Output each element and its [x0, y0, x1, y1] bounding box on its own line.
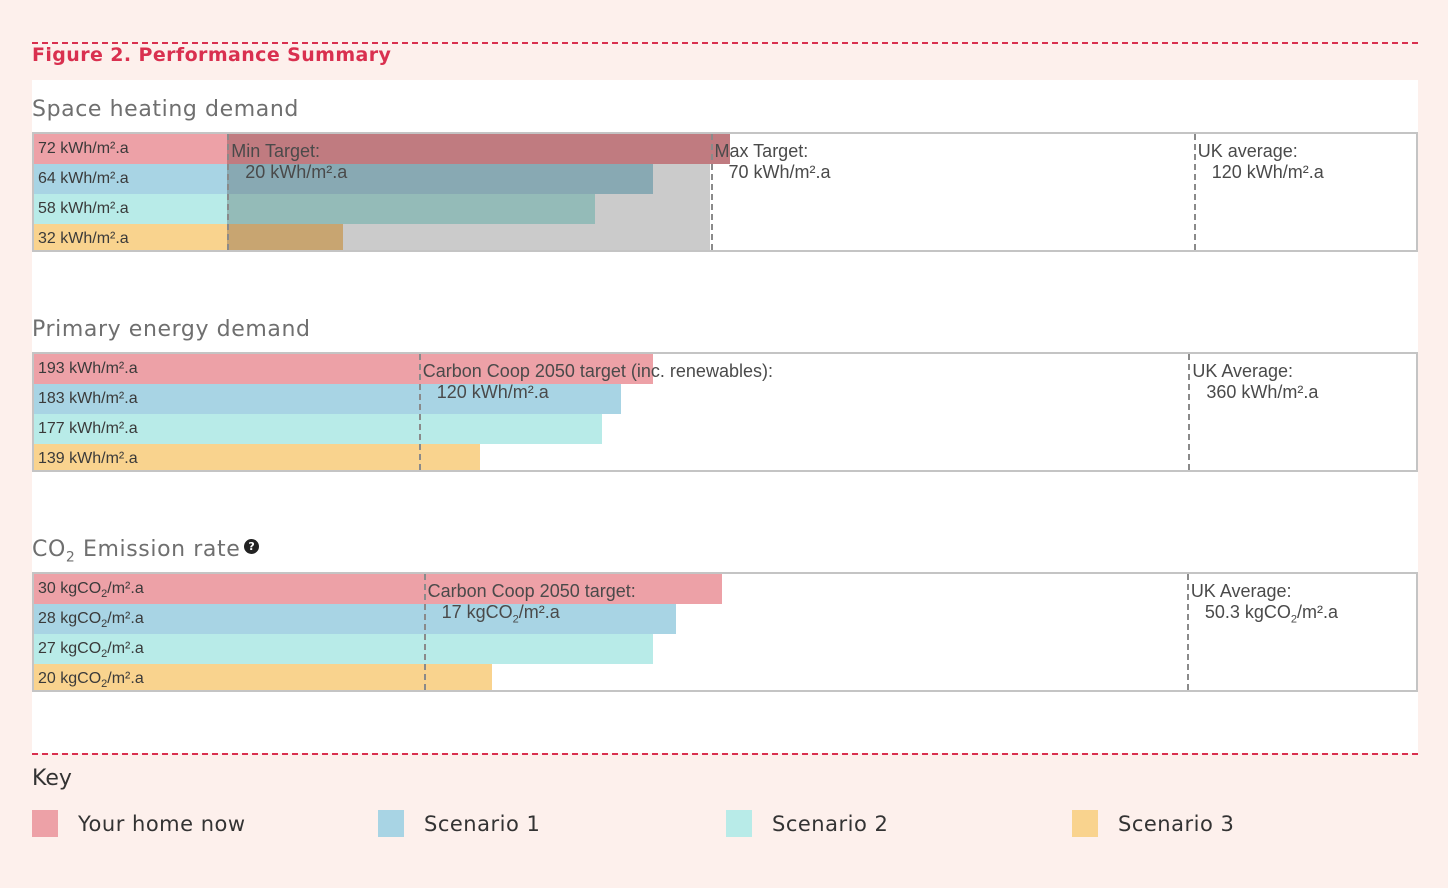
chart-co2-emission: 30 kgCO2/m².a 28 kgCO2/m².a 27 kgCO2/m².a 2… [32, 572, 1418, 692]
bar-band-overlay [227, 194, 595, 224]
marker-annotation: UK Average: 360 kWh/m².a [1192, 361, 1318, 403]
marker-line [710, 134, 713, 250]
bar-scenario-3 [34, 444, 480, 470]
marker-title: UK Average: [1192, 361, 1294, 381]
figure-title: Figure 2. Performance Summary [32, 44, 392, 66]
label-text: /m².a [1296, 602, 1338, 622]
marker-annotation: Carbon Coop 2050 target (inc. renewables… [423, 361, 773, 403]
subscript-text: 2 [101, 648, 108, 661]
key-swatch-scenario-2 [726, 810, 752, 837]
marker-annotation: Min Target: 20 kWh/m².a [231, 141, 347, 183]
bar-scenario-2 [34, 634, 653, 664]
marker-title: UK average: [1197, 141, 1298, 161]
chart-space-heating: 72 kWh/m².a 64 kWh/m².a 58 kWh/m².a 32 kWh/… [32, 132, 1418, 252]
marker-line [227, 134, 230, 250]
bar-label-scenario-3: 32 kWh/m².a [38, 230, 129, 247]
label-text: 20 kgCO [38, 670, 102, 687]
marker-annotation: Carbon Coop 2050 target: 17 kgCO2/m².a [428, 581, 636, 631]
bar-label-scenario-3: 139 kWh/m².a [38, 450, 138, 467]
marker-line [1188, 354, 1191, 470]
co2-title-rest: Emission rate [75, 537, 241, 562]
marker-value: 360 kWh/m².a [1206, 382, 1319, 402]
marker-value: 20 kWh/m².a [245, 162, 348, 182]
label-text: /m².a [518, 602, 560, 622]
marker-title: Carbon Coop 2050 target (inc. renewables… [422, 361, 773, 381]
label-text: /m².a [107, 580, 144, 597]
bar-scenario-1 [34, 604, 676, 634]
bar-your-home-now [34, 574, 722, 604]
key-top-rule [32, 753, 1418, 755]
marker-value: 120 kWh/m².a [1211, 162, 1324, 182]
bar-label-scenario-2: 58 kWh/m².a [38, 200, 129, 217]
bar-label-your-home-now: 72 kWh/m².a [38, 140, 129, 157]
co2-title-text: CO [32, 537, 66, 562]
bar-label-scenario-1: 183 kWh/m².a [38, 390, 138, 407]
chart-primary-energy: 193 kWh/m².a 183 kWh/m².a 177 kWh/m².a 139 … [32, 352, 1418, 472]
marker-value: 17 kgCO2/m².a [428, 602, 636, 631]
key-label: Scenario 2 [772, 812, 889, 836]
bar-label-your-home-now: 30 kgCO2/m².a [38, 574, 144, 609]
marker-value: 70 kWh/m².a [728, 162, 831, 182]
bar-label-scenario-2: 177 kWh/m².a [38, 420, 138, 437]
key-swatch-your-home-now [32, 810, 58, 837]
subscript-text: 2 [1290, 613, 1297, 626]
bar-band-overlay [227, 224, 344, 250]
marker-value: 50.3 kgCO2/m².a [1191, 602, 1338, 631]
bar-band-overlay [227, 164, 653, 194]
subscript-text: 2 [101, 588, 108, 601]
bar-scenario-3 [34, 664, 493, 690]
bar-label-your-home-now: 193 kWh/m².a [38, 360, 138, 377]
marker-line [418, 354, 421, 470]
subscript-text: 2 [101, 678, 108, 691]
label-text: 27 kgCO [38, 640, 102, 657]
marker-annotation: UK Average: 50.3 kgCO2/m².a [1191, 581, 1338, 631]
label-text: 28 kgCO [38, 610, 102, 627]
label-text: 17 kgCO [441, 602, 513, 622]
marker-title: Min Target: [231, 141, 320, 161]
help-icon[interactable]: ? [244, 539, 260, 554]
charts-panel: Space heating demand 72 kWh/m².a 64 kWh/m… [32, 80, 1418, 753]
marker-title: UK Average: [1190, 581, 1292, 601]
key-swatch-scenario-1 [378, 810, 404, 837]
bar-label-scenario-1: 64 kWh/m².a [38, 170, 129, 187]
bar-band-overlay [227, 134, 730, 164]
label-text: 50.3 kgCO [1204, 602, 1291, 622]
key-title: Key [32, 766, 72, 791]
figure-top-rule [32, 42, 1418, 44]
chart-title-primary-energy: Primary energy demand [32, 317, 311, 342]
marker-title: Max Target: [714, 141, 809, 161]
marker-annotation: Max Target: 70 kWh/m².a [715, 141, 831, 183]
marker-line [423, 574, 426, 690]
bar-label-scenario-2: 27 kgCO2/m².a [38, 634, 144, 669]
label-text: /m².a [107, 670, 144, 687]
subscript-text: 2 [101, 618, 108, 631]
label-text: /m².a [107, 640, 144, 657]
label-text: 30 kgCO [38, 580, 102, 597]
chart-title-space-heating: Space heating demand [32, 97, 299, 122]
bar-scenario-1 [34, 384, 621, 414]
key-label: Scenario 3 [1118, 812, 1235, 836]
marker-line [1186, 574, 1189, 690]
bar-your-home-now [34, 354, 653, 384]
key-swatch-scenario-3 [1072, 810, 1098, 837]
marker-annotation: UK average: 120 kWh/m².a [1198, 141, 1324, 183]
bar-label-scenario-1: 28 kgCO2/m².a [38, 604, 144, 639]
co2-title-subscript: 2 [65, 549, 76, 566]
bar-label-scenario-3: 20 kgCO2/m².a [38, 664, 144, 691]
key-label: Your home now [78, 812, 246, 836]
chart-title-co2-emission: CO2 Emission rate? [32, 537, 260, 566]
label-text: /m².a [107, 610, 144, 627]
marker-line [1193, 134, 1196, 250]
subscript-text: 2 [512, 613, 519, 626]
key-label: Scenario 1 [424, 812, 541, 836]
marker-title: Carbon Coop 2050 target: [427, 581, 636, 601]
figure-frame: Figure 2. Performance Summary Space heat… [32, 0, 1418, 860]
marker-value: 120 kWh/m².a [436, 382, 549, 402]
bar-scenario-2 [34, 414, 602, 444]
